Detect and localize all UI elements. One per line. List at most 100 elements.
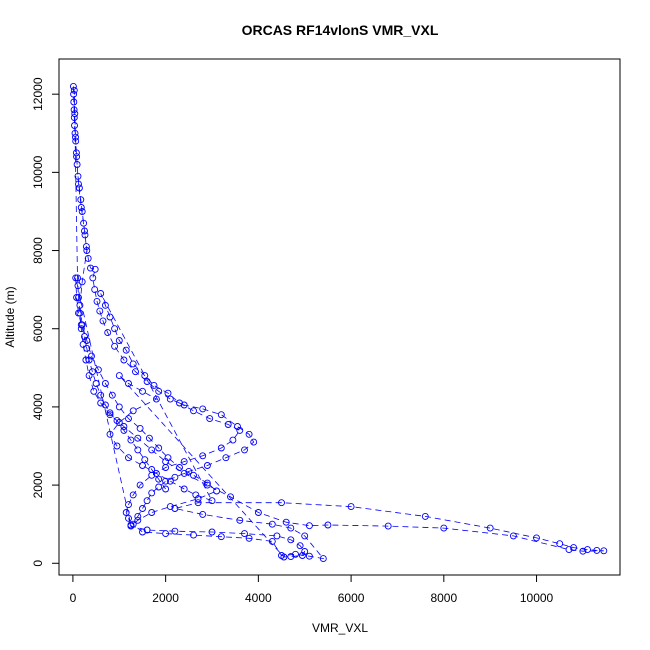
data-point: [227, 493, 234, 501]
data-point: [77, 196, 85, 204]
data-point: [152, 469, 160, 477]
data-point: [115, 337, 123, 344]
data-point: [113, 442, 121, 450]
data-point: [533, 534, 540, 542]
data-point: [166, 395, 174, 403]
data-point: [88, 368, 96, 376]
data-point: [245, 430, 253, 438]
data-point: [143, 526, 151, 534]
data-point: [199, 405, 207, 413]
data-point: [486, 524, 494, 532]
data-point: [305, 522, 313, 530]
data-point: [77, 321, 85, 329]
data-point: [106, 409, 114, 417]
data-point: [155, 387, 163, 395]
data-point: [148, 446, 156, 454]
x-tick-label: 0: [70, 591, 77, 605]
data-point: [287, 524, 295, 532]
data-point: [155, 444, 163, 452]
data-point: [122, 346, 130, 354]
data-point: [129, 407, 137, 415]
data-point: [148, 489, 156, 497]
x-tick-label: 10000: [520, 591, 554, 605]
data-point: [94, 366, 102, 374]
data-point: [127, 521, 135, 529]
data-point: [217, 411, 225, 419]
data-point: [556, 540, 564, 548]
data-point: [136, 481, 144, 489]
data-point: [155, 475, 163, 483]
data-point: [125, 380, 132, 387]
data-point: [180, 401, 188, 409]
data-point: [73, 294, 81, 301]
data-point: [282, 518, 290, 526]
x-axis: 0 2000 4000 6000 8000 10000: [70, 574, 554, 605]
data-point: [101, 301, 109, 309]
data-point: [75, 294, 82, 301]
data-point: [80, 219, 88, 227]
data-point: [84, 254, 92, 262]
data-point: [600, 547, 608, 555]
data-point: [139, 462, 146, 469]
data-point: [96, 307, 104, 315]
data-point: [148, 509, 156, 516]
data-point: [192, 491, 200, 499]
data-point: [509, 532, 517, 540]
data-point: [298, 552, 306, 559]
data-point: [87, 264, 94, 272]
data-point: [171, 527, 179, 535]
data-point: [113, 417, 121, 425]
data-point: [254, 509, 262, 516]
data-point: [90, 387, 98, 395]
data-point: [180, 485, 188, 493]
data-point: [162, 485, 170, 493]
y-tick-label: 6000: [31, 315, 45, 342]
data-point: [176, 464, 183, 471]
data-point: [162, 464, 170, 471]
data-point: [101, 401, 109, 409]
data-point: [199, 510, 207, 518]
data-point: [199, 452, 207, 460]
data-point: [122, 509, 130, 516]
data-point: [132, 368, 139, 376]
data-point: [162, 530, 170, 538]
data-point: [421, 512, 429, 520]
data-point: [129, 491, 137, 499]
data-point: [268, 537, 276, 545]
data-point: [73, 161, 81, 168]
data-point: [152, 395, 160, 403]
data-point: [81, 231, 89, 239]
data-point: [71, 122, 78, 129]
data-point: [203, 481, 211, 489]
data-point: [71, 110, 79, 118]
y-tick-label: 2000: [31, 471, 45, 498]
data-layer: [69, 82, 608, 563]
data-point: [72, 274, 80, 282]
data-point: [111, 342, 119, 350]
data-point: [190, 471, 197, 479]
data-point: [287, 536, 295, 544]
data-point: [347, 503, 355, 511]
data-point: [570, 544, 578, 552]
data-point: [81, 227, 88, 235]
y-tick-label: 8000: [31, 237, 45, 264]
data-point: [150, 381, 158, 389]
data-point: [70, 114, 78, 122]
data-point: [76, 301, 84, 309]
data-point: [97, 391, 105, 399]
data-point: [190, 407, 197, 415]
data-point: [190, 531, 197, 539]
data-point: [217, 444, 225, 452]
data-point: [143, 378, 151, 385]
data-point: [584, 546, 591, 554]
data-point: [74, 274, 81, 282]
data-point: [75, 180, 82, 188]
data-point: [69, 82, 77, 90]
data-point: [203, 479, 211, 487]
data-point: [83, 337, 91, 344]
data-point: [319, 555, 327, 563]
data-point: [166, 477, 174, 485]
data-point: [440, 524, 448, 532]
data-point: [166, 503, 174, 511]
data-point: [78, 278, 86, 286]
